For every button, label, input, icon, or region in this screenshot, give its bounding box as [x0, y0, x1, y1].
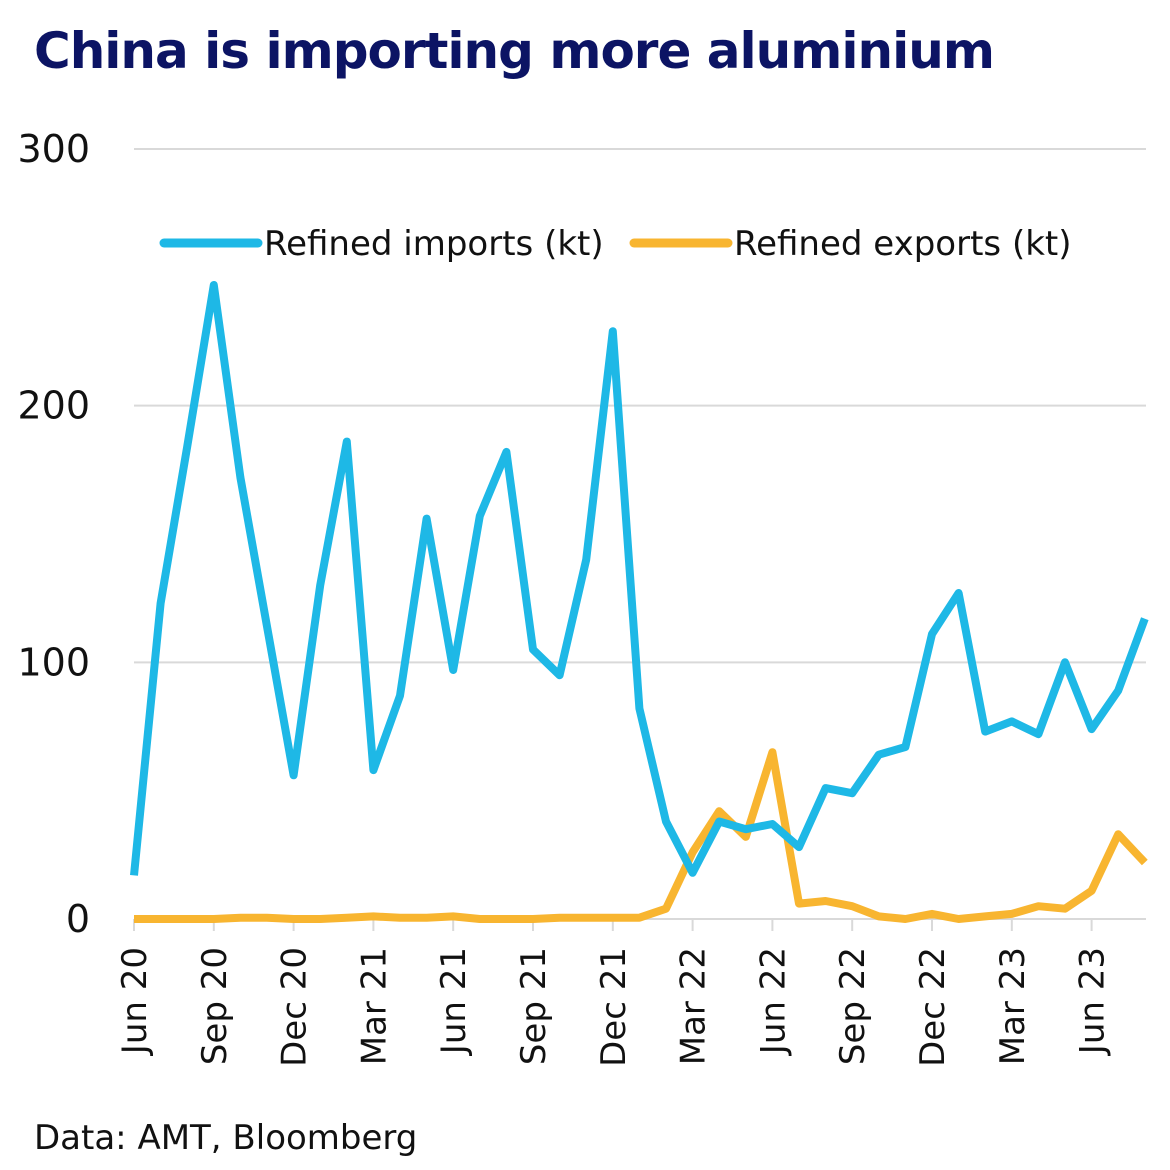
legend-label: Refined imports (kt) [264, 224, 604, 264]
series-line-refined-exports-kt [134, 748, 1148, 923]
x-tick-label: Jun 22 [753, 947, 793, 1056]
x-tick-label: Sep 20 [195, 947, 235, 1065]
y-axis-tick-labels: 0 100 200 300 [17, 127, 90, 941]
x-tick-label: Dec 21 [594, 947, 634, 1067]
legend-label: Refined exports (kt) [734, 224, 1072, 264]
x-tick-label: Jun 23 [1073, 947, 1113, 1056]
x-tick-label: Mar 21 [354, 947, 394, 1065]
legend: Refined imports (kt) Refined exports (kt) [159, 224, 1072, 264]
x-tick-label: Dec 22 [913, 947, 953, 1067]
chart-source-note: Data: AMT, Bloomberg [34, 1118, 418, 1158]
y-tick-label: 100 [17, 640, 90, 684]
x-axis-tick-labels: Jun 20 Sep 20 Dec 20 Mar 21 Jun 21 Sep 21 Dec … [115, 947, 1113, 1067]
y-tick-label: 200 [17, 384, 90, 428]
x-tick-label: Mar 22 [674, 947, 714, 1065]
chart-title: China is importing more aluminium [34, 22, 995, 80]
y-tick-label: 0 [66, 897, 90, 941]
x-tick-label: Jun 20 [115, 947, 155, 1056]
x-tick-label: Sep 22 [833, 947, 873, 1065]
x-tick-label: Jun 21 [434, 947, 474, 1056]
x-tick-label: Sep 21 [514, 947, 554, 1065]
x-tick-label: Mar 23 [993, 947, 1033, 1065]
series-line-refined-imports-kt [130, 281, 1149, 877]
y-tick-label: 300 [17, 127, 90, 171]
series-lines [130, 281, 1149, 923]
x-tick-label: Dec 20 [275, 947, 315, 1067]
